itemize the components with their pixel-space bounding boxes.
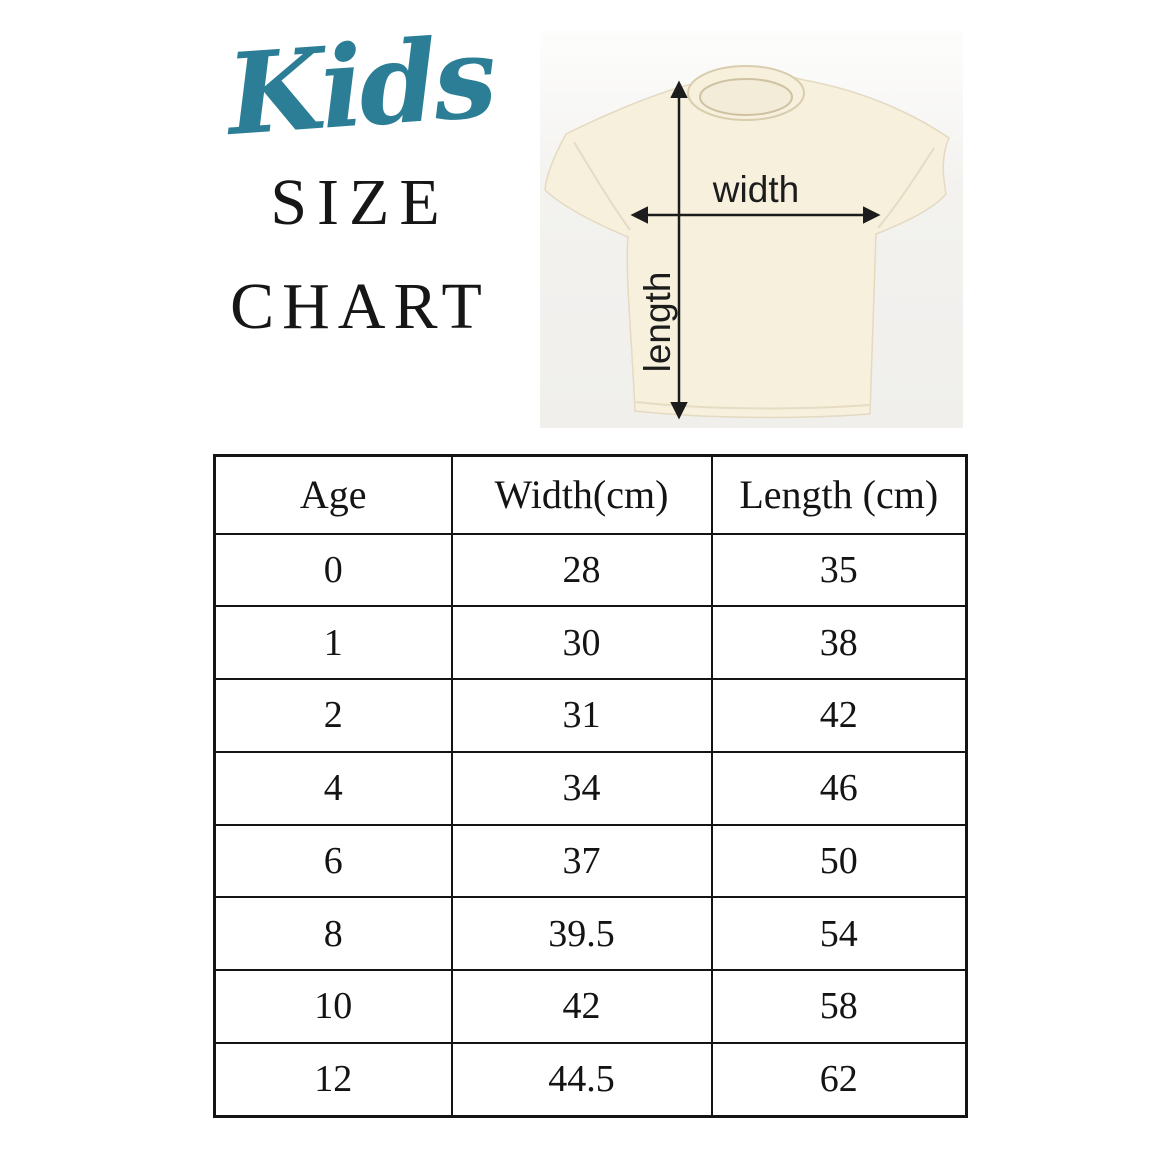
table-cell: 1	[213, 605, 453, 681]
table-cell: 4	[213, 750, 453, 826]
table-row: 6 37 50	[213, 823, 968, 899]
table-cell: 58	[710, 969, 968, 1044]
header-length: Length (cm)	[710, 454, 968, 535]
table-row: 2 31 42	[213, 678, 968, 753]
hem-seam	[635, 401, 870, 410]
tshirt-illustration	[544, 65, 950, 419]
title-chart: CHART	[230, 269, 490, 343]
collar-inner	[699, 78, 793, 116]
table-row: 1 30 38	[213, 605, 968, 681]
table-row: 0 28 35	[213, 532, 968, 608]
table-cell: 54	[710, 896, 968, 972]
table-cell: 30	[450, 605, 713, 681]
header-row: Age Width(cm) Length (cm)	[213, 454, 968, 535]
length-label: length	[637, 272, 678, 373]
table-row: 8 39.5 54	[213, 896, 968, 972]
size-table: Age Width(cm) Length (cm) 0 28 35 1 30 38 2 31 4…	[213, 454, 968, 1118]
table-cell: 38	[710, 605, 968, 681]
table-row: 4 34 46	[213, 750, 968, 826]
table-cell: 35	[710, 532, 968, 608]
header-width: Width(cm)	[450, 454, 713, 535]
table-cell: 12	[213, 1041, 453, 1118]
table-cell: 42	[710, 678, 968, 753]
table-cell: 0	[213, 532, 453, 608]
left-sleeve-seam	[573, 141, 631, 231]
header-age: Age	[213, 454, 453, 535]
title-block: Kids SIZE CHART	[185, 12, 535, 343]
size-table-body: 0 28 35 1 30 38 2 31 42 4 34 46 6 37 50 8 39.5 54 10 42 58 12…	[213, 532, 968, 1118]
table-cell: 8	[213, 896, 453, 972]
table-cell: 39.5	[450, 896, 713, 972]
table-row: 12 44.5 62	[213, 1041, 968, 1118]
table-row: 10 42 58	[213, 969, 968, 1044]
table-cell: 34	[450, 750, 713, 826]
right-sleeve-seam	[877, 147, 935, 229]
table-cell: 6	[213, 823, 453, 899]
title-size: SIZE	[270, 165, 450, 239]
table-cell: 10	[213, 969, 453, 1044]
tshirt-diagram: width length	[544, 65, 950, 420]
table-cell: 50	[710, 823, 968, 899]
tshirt-photo: width length	[540, 30, 963, 428]
table-cell: 44.5	[450, 1041, 713, 1118]
table-cell: 46	[710, 750, 968, 826]
tshirt-body-shape	[544, 72, 950, 419]
size-table-header: Age Width(cm) Length (cm)	[213, 454, 968, 535]
table-cell: 37	[450, 823, 713, 899]
table-cell: 62	[710, 1041, 968, 1118]
title-kids-script: Kids	[223, 11, 497, 162]
table-cell: 31	[450, 678, 713, 753]
table-cell: 2	[213, 678, 453, 753]
table-cell: 42	[450, 969, 713, 1044]
width-label: width	[712, 169, 799, 210]
table-cell: 28	[450, 532, 713, 608]
